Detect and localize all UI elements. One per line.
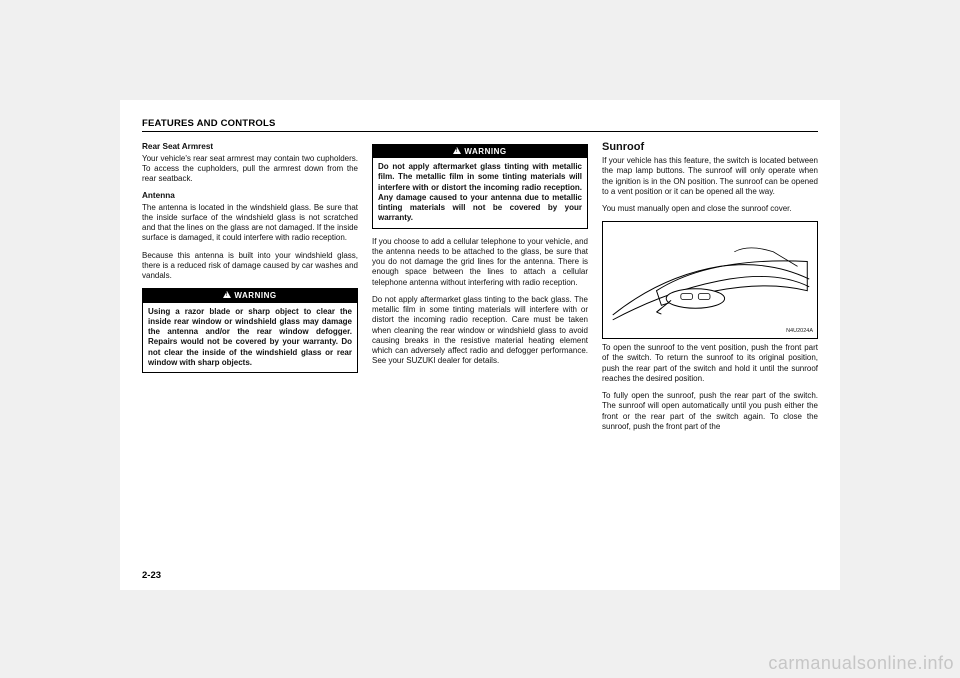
- watermark: carmanualsonline.info: [768, 653, 954, 674]
- body-text: If your vehicle has this feature, the sw…: [602, 156, 818, 197]
- warning-box: WARNING Using a razor blade or sharp obj…: [142, 288, 358, 373]
- warning-body: Using a razor blade or sharp object to c…: [143, 303, 357, 372]
- column-container: Rear Seat Armrest Your vehicle's rear se…: [142, 140, 818, 560]
- sunroof-illustration: [603, 222, 817, 338]
- body-text: To open the sunroof to the vent position…: [602, 343, 818, 384]
- page-number: 2-23: [142, 570, 818, 581]
- sunroof-figure: N4U2024A: [602, 221, 818, 339]
- warning-label: WARNING: [464, 147, 506, 156]
- warning-box: WARNING Do not apply aftermarket glass t…: [372, 144, 588, 229]
- heading-antenna: Antenna: [142, 191, 358, 202]
- warning-triangle-icon: [223, 291, 231, 298]
- body-text: Your vehicle's rear seat armrest may con…: [142, 154, 358, 185]
- body-text: Do not apply aftermarket glass tinting t…: [372, 295, 588, 367]
- body-text: You must manually open and close the sun…: [602, 204, 818, 214]
- column-3: Sunroof If your vehicle has this feature…: [602, 140, 818, 560]
- body-text: The antenna is located in the windshield…: [142, 203, 358, 244]
- warning-body: Do not apply aftermarket glass tinting w…: [373, 158, 587, 227]
- heading-rear-seat-armrest: Rear Seat Armrest: [142, 142, 358, 153]
- manual-page: FEATURES AND CONTROLS Rear Seat Armrest …: [120, 100, 840, 590]
- warning-triangle-icon: [453, 147, 461, 154]
- body-text: Because this antenna is built into your …: [142, 251, 358, 282]
- warning-title: WARNING: [143, 289, 357, 302]
- section-header: FEATURES AND CONTROLS: [142, 118, 818, 132]
- column-1: Rear Seat Armrest Your vehicle's rear se…: [142, 140, 358, 560]
- body-text: If you choose to add a cellular telephon…: [372, 237, 588, 288]
- heading-sunroof: Sunroof: [602, 140, 818, 154]
- column-2: WARNING Do not apply aftermarket glass t…: [372, 140, 588, 560]
- warning-title: WARNING: [373, 145, 587, 158]
- body-text: To fully open the sunroof, push the rear…: [602, 391, 818, 432]
- warning-label: WARNING: [234, 291, 276, 300]
- figure-label: N4U2024A: [786, 328, 813, 335]
